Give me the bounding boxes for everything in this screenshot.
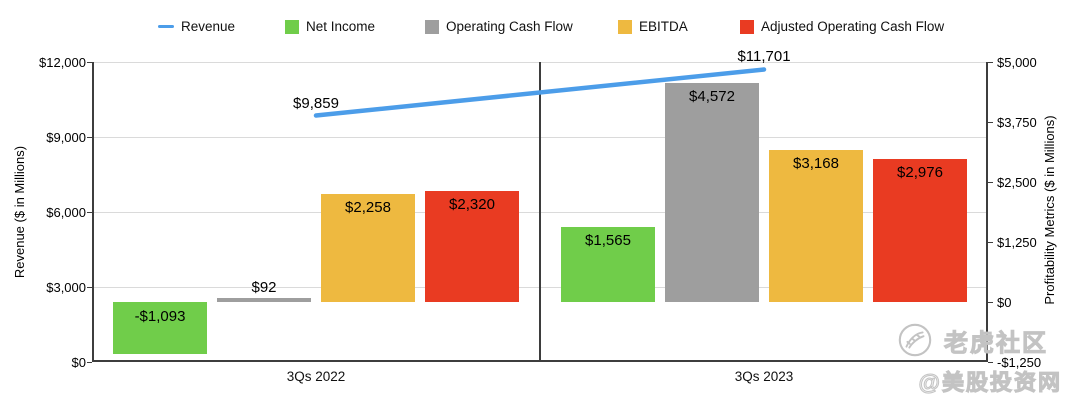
bar-value-label-net-income-3qs-2022: -$1,093 xyxy=(134,308,186,325)
bar-ebitda-3qs-2022 xyxy=(321,193,415,302)
bar-net-income-3qs-2023 xyxy=(561,226,655,302)
bar-operating-cash-flow-3qs-2022 xyxy=(217,297,311,302)
bar-value-label-adjusted-operating-cash-flow-3qs-2022: $2,320 xyxy=(449,195,495,213)
legend-label-ebitda: EBITDA xyxy=(639,19,688,34)
left-axis-tick-mark xyxy=(87,212,92,213)
left-axis-tick-mark xyxy=(87,62,92,63)
left-axis-tick-label: $3,000 xyxy=(46,280,86,295)
operating-cash-flow-swatch xyxy=(425,19,439,34)
left-axis-tick-label: $0 xyxy=(71,355,86,370)
left-axis-tick-label: $6,000 xyxy=(46,205,86,220)
left-axis-tick-mark xyxy=(87,362,92,363)
left-axis-tick-mark xyxy=(87,287,92,288)
category-divider-line xyxy=(539,62,541,362)
right-axis-line xyxy=(986,62,988,362)
legend-label-operating-cash-flow: Operating Cash Flow xyxy=(446,19,573,34)
right-axis-tick-mark xyxy=(988,62,993,63)
legend-item-net-income: Net Income xyxy=(285,19,375,34)
bar-value-label-net-income-3qs-2023: $1,565 xyxy=(585,231,631,249)
ebitda-swatch xyxy=(618,19,632,34)
x-axis-line xyxy=(92,360,988,362)
net-income-swatch xyxy=(285,19,299,34)
adjusted-operating-cash-flow-swatch xyxy=(740,19,754,34)
right-axis-tick-label: $5,000 xyxy=(997,55,1037,70)
plot-area: -$1,093 $1,565 $92 $4,572 $2,258 $3,168 $2,320… xyxy=(92,48,988,362)
legend-label-net-income: Net Income xyxy=(306,19,376,34)
watermark-brand-text: 老虎社区 xyxy=(944,329,1048,357)
right-axis-tick-label: $3,750 xyxy=(997,115,1037,130)
revenue-value-label-3qs-2022: $9,859 xyxy=(293,94,339,112)
legend-item-ebitda: EBITDA xyxy=(618,19,688,34)
watermark-handle: @美股投资网 xyxy=(918,365,1062,397)
bar-ebitda-3qs-2023 xyxy=(769,149,863,302)
bar-net-income-3qs-2022 xyxy=(113,302,207,355)
bar-value-label-operating-cash-flow-3qs-2023: $4,572 xyxy=(689,87,735,105)
left-axis-tick-mark xyxy=(87,137,92,138)
bar-value-label-ebitda-3qs-2023: $3,168 xyxy=(793,154,839,172)
watermark-handle-text: @美股投资网 xyxy=(918,370,1062,396)
bar-value-label-operating-cash-flow-3qs-2022: $92 xyxy=(251,278,277,296)
revenue-line-swatch xyxy=(158,25,174,28)
legend-item-adjusted-operating-cash-flow: Adjusted Operating Cash Flow xyxy=(740,19,944,34)
revenue-value-label-3qs-2023: $11,701 xyxy=(737,48,791,66)
right-axis-tick-label: $0 xyxy=(997,295,1012,310)
right-axis-tick-mark xyxy=(988,242,993,243)
bar-value-label-ebitda-3qs-2022: $2,258 xyxy=(345,198,391,216)
legend-item-revenue: Revenue xyxy=(158,19,235,34)
legend-label-revenue: Revenue xyxy=(181,19,236,34)
watermark-brand: 老虎社区 xyxy=(896,321,1048,359)
right-axis-tick-label: $1,250 xyxy=(997,235,1037,250)
bar-adjusted-operating-cash-flow-3qs-2022 xyxy=(425,190,519,302)
bar-operating-cash-flow-3qs-2023 xyxy=(665,82,759,302)
right-axis-tick-mark xyxy=(988,302,993,303)
revenue-line xyxy=(313,67,767,118)
right-axis-tick-mark xyxy=(988,362,993,363)
x-axis-label-3qs-2022: 3Qs 2022 xyxy=(286,369,346,384)
legend-label-adjusted-operating-cash-flow: Adjusted Operating Cash Flow xyxy=(761,19,945,34)
right-axis-tick-mark xyxy=(988,122,993,123)
left-axis-line xyxy=(92,62,94,362)
right-axis-tick-label: -$1,250 xyxy=(997,355,1042,370)
bar-value-label-adjusted-operating-cash-flow-3qs-2023: $2,976 xyxy=(897,164,943,182)
tiger-circle-icon xyxy=(898,323,932,357)
left-axis-tick-label: $9,000 xyxy=(46,130,86,145)
left-axis-tick-label: $12,000 xyxy=(39,55,86,70)
x-axis-label-3qs-2023: 3Qs 2023 xyxy=(734,369,794,384)
bar-adjusted-operating-cash-flow-3qs-2023 xyxy=(873,159,967,302)
right-axis-tick-label: $2,500 xyxy=(997,175,1037,190)
legend-item-operating-cash-flow: Operating Cash Flow xyxy=(425,19,573,34)
right-axis-tick-mark xyxy=(988,182,993,183)
